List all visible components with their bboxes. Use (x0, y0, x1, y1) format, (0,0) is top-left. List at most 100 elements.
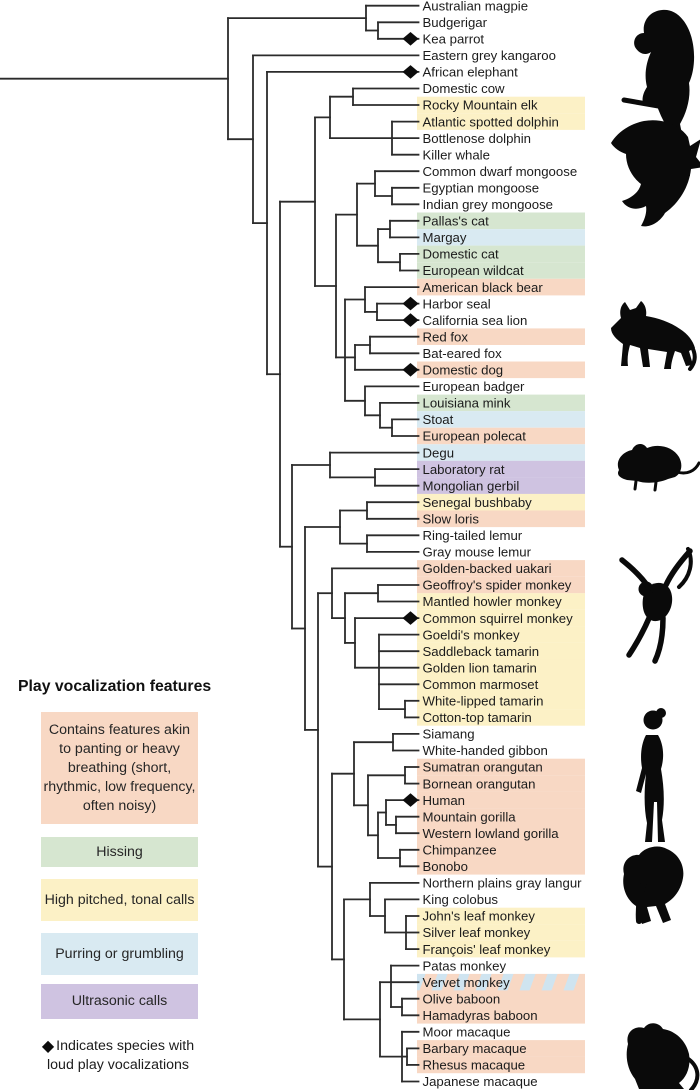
species-label: Gray mouse lemur (423, 545, 532, 560)
loud-play-diamond-icon (402, 611, 419, 625)
species-label: Stoat (423, 412, 454, 427)
highlight-panting (417, 328, 585, 345)
human-silhouette (636, 708, 666, 842)
species-label: Harbor seal (423, 296, 491, 311)
species-label: Ring-tailed lemur (423, 528, 523, 543)
species-label: Geoffroy's spider monkey (423, 578, 572, 593)
highlight-ultrasonic (417, 460, 585, 478)
species-label: Saddleback tamarin (423, 644, 540, 659)
highlight-panting (417, 560, 585, 577)
species-label: Silver leaf monkey (423, 925, 531, 940)
dolphin-silhouette (611, 120, 700, 227)
highlight-striped (417, 973, 585, 991)
species-label: Bat-eared fox (423, 346, 503, 361)
highlight-hissing (417, 212, 585, 230)
species-label: Hamadyras baboon (423, 1008, 538, 1023)
highlight-tonal (417, 626, 585, 643)
species-label: Sumatran orangutan (423, 760, 543, 775)
loud-play-diamond-icon (402, 363, 419, 377)
dog-silhouette (611, 301, 697, 371)
highlight-panting (417, 791, 585, 809)
species-label: Indian grey mongoose (423, 197, 554, 212)
species-label: Degu (423, 445, 455, 460)
legend-title: Play vocalization features (18, 678, 212, 695)
species-label: Chimpanzee (423, 843, 497, 858)
highlight-panting (417, 775, 585, 792)
species-label: California sea lion (423, 313, 528, 328)
species-label: Bonobo (423, 859, 468, 874)
species-label: Vervet monkey (423, 975, 511, 990)
highlight-tonal (417, 907, 585, 925)
species-label: Western lowland gorilla (423, 826, 560, 841)
species-label: Golden lion tamarin (423, 660, 537, 675)
species-label: Budgerigar (423, 15, 488, 30)
highlight-panting (417, 824, 585, 842)
species-label: Human (423, 793, 466, 808)
species-label: Killer whale (423, 147, 490, 162)
species-label: Eastern grey kangaroo (423, 48, 556, 63)
diamond-note: ◆ Indicates species with loud play vocali… (30, 1037, 206, 1074)
species-label: Rhesus macaque (423, 1058, 526, 1073)
species-label: European polecat (423, 429, 527, 444)
species-label: Senegal bushbaby (423, 495, 533, 510)
loud-play-diamond-icon (402, 313, 419, 327)
species-label: Rocky Mountain elk (423, 98, 538, 113)
species-label: Egyptian mongoose (423, 180, 540, 195)
highlight-tonal (417, 692, 585, 710)
species-label: King colobus (423, 892, 499, 907)
highlight-panting (417, 990, 585, 1007)
highlight-panting (417, 278, 585, 296)
spider-monkey-silhouette (619, 547, 693, 664)
highlight-tonal (417, 96, 585, 114)
legend-panel: Play vocalization features Contains feat… (18, 678, 218, 1074)
highlight-tonal (417, 940, 585, 958)
species-label: Margay (423, 230, 467, 245)
species-label: Northern plains gray langur (423, 876, 583, 891)
chimpanzee-silhouette (623, 846, 684, 924)
highlight-tonal (417, 709, 585, 726)
highlight-panting (417, 758, 585, 776)
species-label: Mongolian gerbil (423, 478, 520, 493)
highlight-ultrasonic (417, 477, 585, 494)
species-label: Atlantic spotted dolphin (423, 114, 559, 129)
species-label: Goeldi's monkey (423, 627, 520, 642)
species-label: Moor macaque (423, 1025, 511, 1040)
legend-item-tonal: High pitched, tonal calls (41, 879, 198, 921)
species-label: Golden-backed uakari (423, 561, 552, 576)
species-label: Patas monkey (423, 958, 507, 973)
loud-play-diamond-icon (402, 32, 419, 46)
legend-item-panting: Contains features akin to panting or hea… (41, 712, 198, 824)
species-label: Laboratory rat (423, 462, 505, 477)
species-label: Olive baboon (423, 991, 501, 1006)
highlight-bands (417, 96, 585, 1074)
loud-play-diamonds (402, 32, 419, 807)
legend-item-purring: Purring or grumbling (41, 933, 198, 975)
highlight-panting (417, 361, 585, 379)
highlight-tonal (417, 642, 585, 660)
loud-play-diamond-icon (402, 793, 419, 807)
highlight-panting (417, 576, 585, 594)
highlight-panting (417, 858, 585, 875)
species-label: Common dwarf mongoose (423, 164, 578, 179)
species-label: François' leaf monkey (423, 942, 551, 957)
highlight-tonal (417, 593, 585, 610)
diamond-note-text: Indicates species with loud play vocaliz… (47, 1038, 195, 1073)
species-label: Domestic dog (423, 363, 504, 378)
species-label: Bottlenose dolphin (423, 131, 532, 146)
highlight-panting (417, 1040, 585, 1057)
species-label: Domestic cat (423, 247, 500, 262)
species-label: Red fox (423, 329, 469, 344)
highlight-hissing (417, 262, 585, 279)
tree-branches (0, 4, 420, 1083)
species-label: White-lipped tamarin (423, 694, 544, 709)
species-label: Mountain gorilla (423, 809, 517, 824)
highlight-panting (417, 1056, 585, 1074)
species-label: American black bear (423, 280, 544, 295)
species-label: Bornean orangutan (423, 776, 536, 791)
species-label: Mantled howler monkey (423, 594, 563, 609)
highlight-panting (417, 808, 585, 825)
species-label: Slow loris (423, 512, 480, 527)
species-label: European wildcat (423, 263, 525, 278)
highlight-purring (417, 229, 585, 246)
